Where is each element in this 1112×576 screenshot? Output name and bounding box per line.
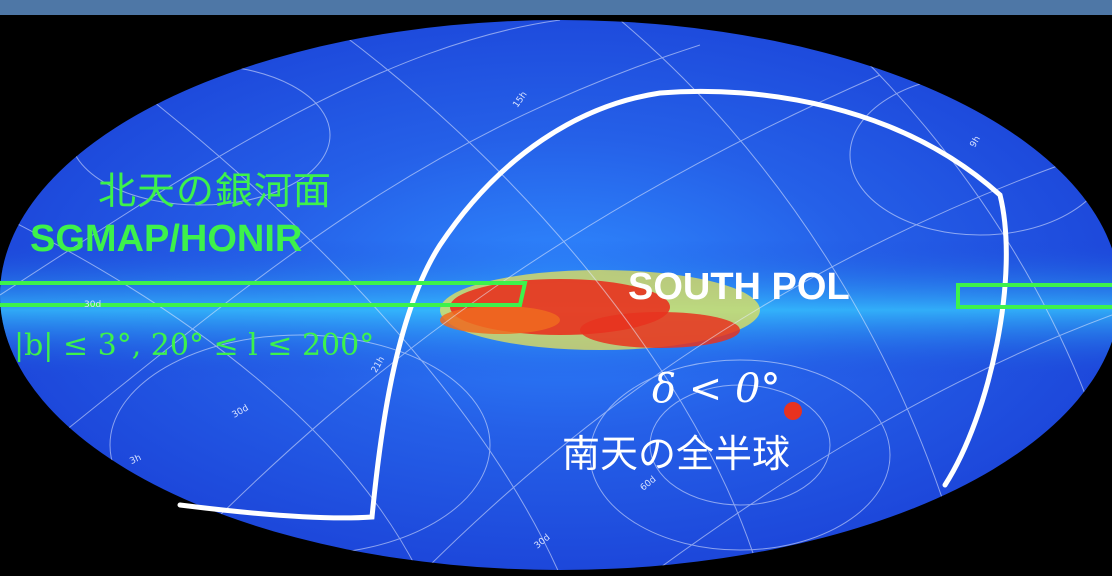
galactic-center-hot-2 [580,312,740,348]
grid-circle [589,359,891,551]
grid-line [649,314,1112,570]
coordinate-grid [0,20,1112,570]
grid-line [59,44,701,436]
north-region-title: 北天の銀河面 [98,169,333,213]
galactic-center-hot-3 [440,306,560,334]
north-survey-box-right [956,283,1112,309]
south-region-title: 南天の全半球 [562,432,791,476]
grid-line [199,74,881,536]
north-survey-box [0,281,528,307]
grid-line [0,214,421,570]
south-region-range: δ < 0° [652,366,781,412]
grid-line [619,20,961,556]
grid-circle [649,384,831,506]
grid-label-dec: 30d [84,300,102,310]
mollweide-projection [0,20,1112,570]
grid-line [119,74,561,570]
south-survey-name: SOUTH POL [628,266,850,308]
north-region-range: |b| ≤ 3°, 20° ≤ l ≤ 200° [14,328,375,363]
grid-line [329,24,761,570]
header-bar [0,0,1112,15]
grid-line [0,20,561,296]
grid-line [859,54,1101,436]
north-survey-name: SGMAP/HONIR [30,218,303,260]
south-region-boundary [177,88,1009,521]
hot-spot [784,402,802,420]
grid-line [419,164,1061,570]
all-sky-map: 15h 9h 21h 3h 30d 30d 60d 30d [0,15,1112,576]
